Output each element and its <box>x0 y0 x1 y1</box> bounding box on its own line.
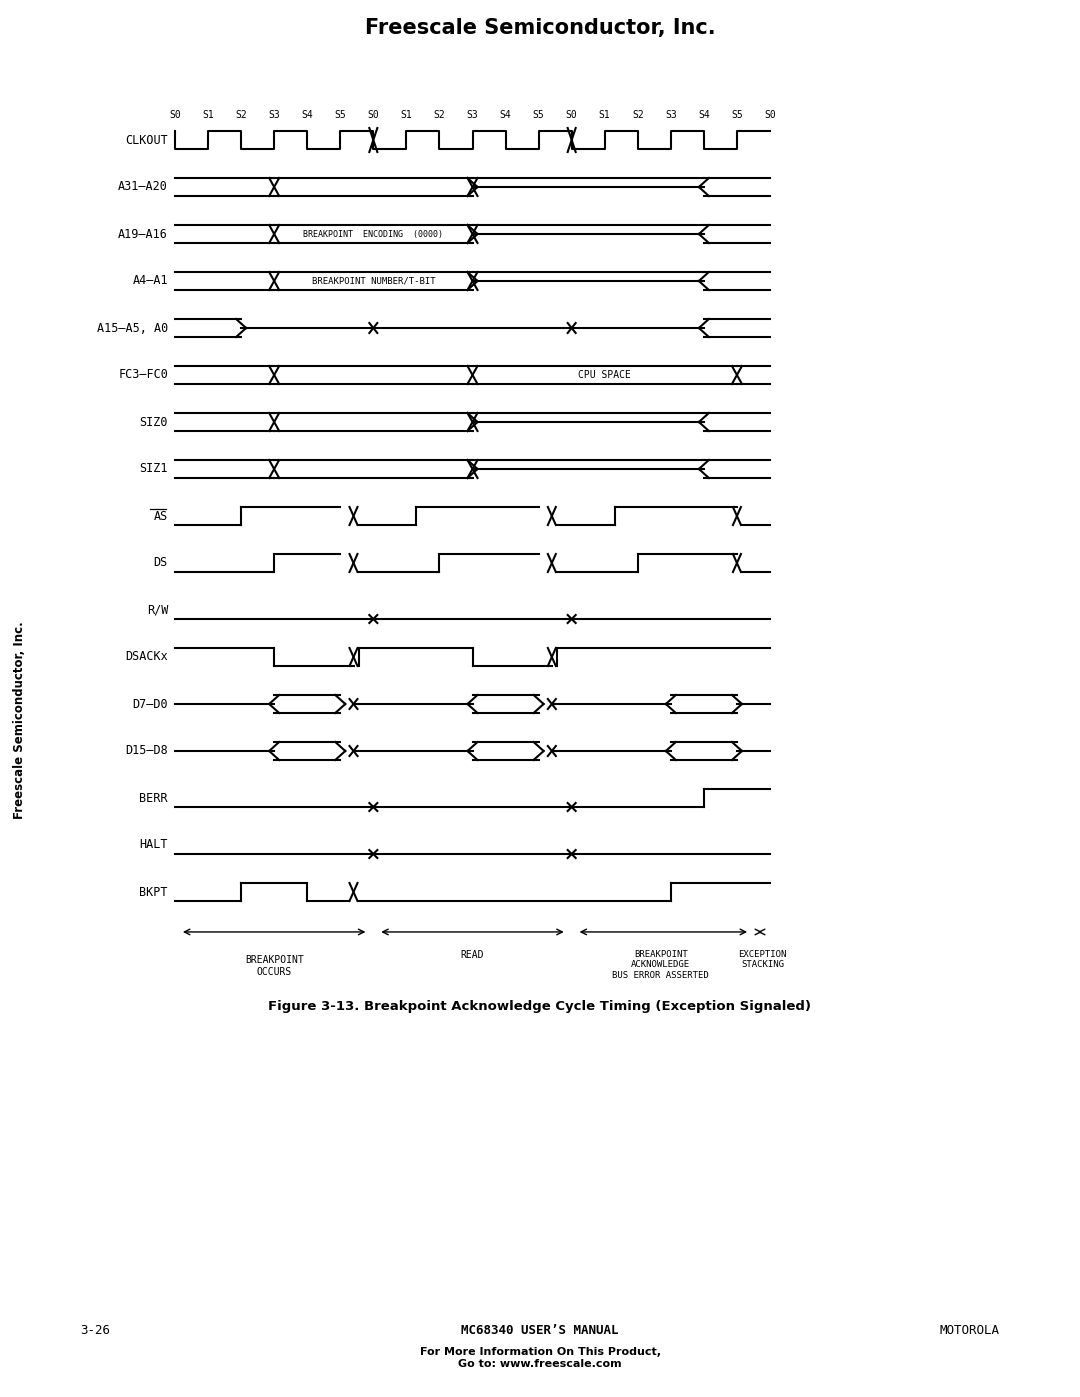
Text: 3-26: 3-26 <box>80 1323 110 1337</box>
Text: Figure 3-13. Breakpoint Acknowledge Cycle Timing (Exception Signaled): Figure 3-13. Breakpoint Acknowledge Cycl… <box>269 1000 811 1013</box>
Text: CPU SPACE: CPU SPACE <box>578 370 631 380</box>
Text: For More Information On This Product,
Go to: www.freescale.com: For More Information On This Product, Go… <box>419 1347 661 1369</box>
Text: S5: S5 <box>731 110 743 120</box>
Text: S1: S1 <box>598 110 610 120</box>
Text: BREAKPOINT
OCCURS: BREAKPOINT OCCURS <box>245 956 303 977</box>
Text: S0: S0 <box>367 110 379 120</box>
Text: S4: S4 <box>698 110 710 120</box>
Text: SIZ1: SIZ1 <box>139 462 168 475</box>
Text: HALT: HALT <box>139 838 168 852</box>
Text: S5: S5 <box>335 110 347 120</box>
Text: DSACKx: DSACKx <box>125 651 168 664</box>
Text: BREAKPOINT  ENCODING  (0000): BREAKPOINT ENCODING (0000) <box>303 229 443 239</box>
Text: AS: AS <box>153 510 168 522</box>
Text: A15–A5, A0: A15–A5, A0 <box>97 321 168 334</box>
Text: S5: S5 <box>532 110 544 120</box>
Text: BREAKPOINT NUMBER/T-BIT: BREAKPOINT NUMBER/T-BIT <box>311 277 435 285</box>
Text: SIZ0: SIZ0 <box>139 415 168 429</box>
Text: S2: S2 <box>632 110 644 120</box>
Text: BREAKPOINT
ACKNOWLEDGE
BUS ERROR ASSERTED: BREAKPOINT ACKNOWLEDGE BUS ERROR ASSERTE… <box>612 950 710 979</box>
Text: S2: S2 <box>235 110 247 120</box>
Text: D15–D8: D15–D8 <box>125 745 168 757</box>
Text: S4: S4 <box>301 110 313 120</box>
Text: MOTOROLA: MOTOROLA <box>940 1323 1000 1337</box>
Text: A31–A20: A31–A20 <box>118 180 168 194</box>
Text: D7–D0: D7–D0 <box>133 697 168 711</box>
Text: DS: DS <box>153 556 168 570</box>
Text: S0: S0 <box>566 110 578 120</box>
Text: EXCEPTION
STACKING: EXCEPTION STACKING <box>739 950 786 970</box>
Text: S3: S3 <box>665 110 677 120</box>
Text: S4: S4 <box>500 110 512 120</box>
Text: A19–A16: A19–A16 <box>118 228 168 240</box>
Text: BERR: BERR <box>139 792 168 805</box>
Text: FC3–FC0: FC3–FC0 <box>118 369 168 381</box>
Text: R/W: R/W <box>147 604 168 616</box>
Text: Freescale Semiconductor, Inc.: Freescale Semiconductor, Inc. <box>13 622 27 819</box>
Text: S2: S2 <box>433 110 445 120</box>
Text: A4–A1: A4–A1 <box>133 274 168 288</box>
Text: BKPT: BKPT <box>139 886 168 898</box>
Text: Freescale Semiconductor, Inc.: Freescale Semiconductor, Inc. <box>365 18 715 38</box>
Text: MC68340 USER’S MANUAL: MC68340 USER’S MANUAL <box>461 1323 619 1337</box>
Text: S1: S1 <box>202 110 214 120</box>
Text: S0: S0 <box>765 110 775 120</box>
Text: S3: S3 <box>268 110 280 120</box>
Text: CLKOUT: CLKOUT <box>125 134 168 147</box>
Text: READ: READ <box>461 950 484 960</box>
Text: S0: S0 <box>170 110 180 120</box>
Text: S3: S3 <box>467 110 478 120</box>
Text: S1: S1 <box>401 110 413 120</box>
